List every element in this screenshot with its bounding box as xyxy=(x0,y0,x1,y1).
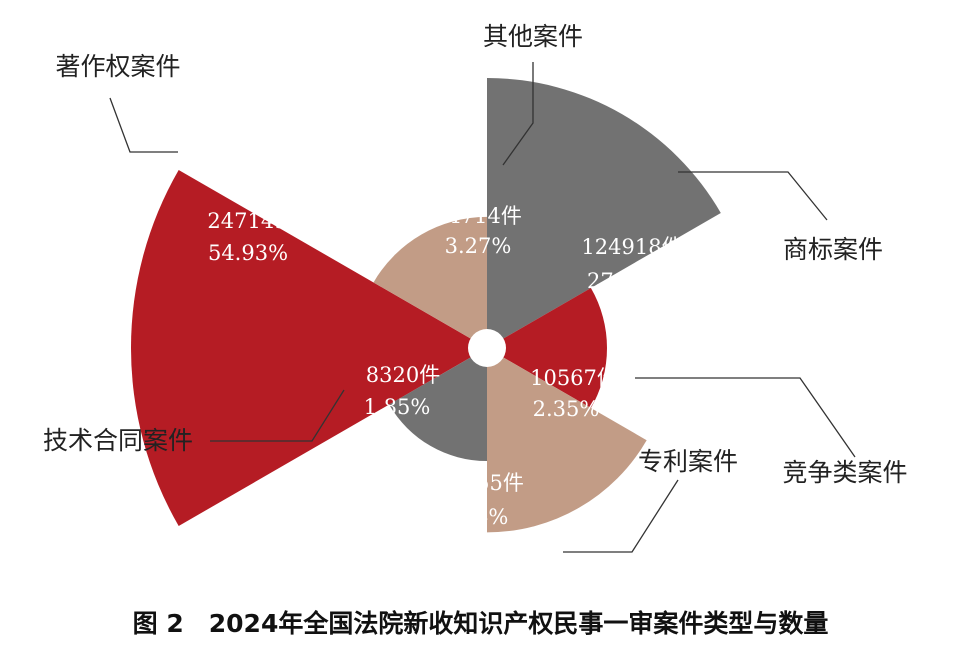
value-label-tech-contract: 8320件 xyxy=(366,363,440,387)
value-label-copyright: 247149件 xyxy=(207,209,308,233)
category-label-tech-contract: 技术合同案件 xyxy=(43,426,193,455)
category-label-other: 其他案件 xyxy=(483,22,583,51)
percent-label-tech-contract: 1.85% xyxy=(364,395,431,419)
sector-patent xyxy=(487,348,647,533)
value-label-trademark: 124918件 xyxy=(581,235,682,259)
figure-caption: 图 2 2024年全国法院新收知识产权民事一审案件类型与数量 xyxy=(132,609,829,638)
category-label-trademark: 商标案件 xyxy=(783,235,883,264)
leader-line-other xyxy=(502,62,534,166)
leader-line-tech-contract xyxy=(210,389,345,442)
category-label-copyright: 著作权案件 xyxy=(55,52,180,81)
center-hole xyxy=(468,329,506,367)
sector-other xyxy=(373,216,487,348)
percent-label-other: 3.27% xyxy=(445,234,512,258)
leader-line-competition xyxy=(635,377,856,458)
rose-chart: 著作权案件 其他案件 商标案件 竞争类案件 专利案件 技术合同案件 247149… xyxy=(43,22,908,553)
percent-label-copyright: 54.93% xyxy=(208,241,288,265)
category-label-competition: 竞争类案件 xyxy=(782,458,907,487)
value-label-competition: 10567件 xyxy=(530,366,618,390)
sector-tech-contract xyxy=(389,348,487,462)
percent-label-patent: 9.84% xyxy=(442,505,509,529)
leader-line-trademark xyxy=(678,171,828,221)
leader-line-copyright xyxy=(109,97,178,153)
percent-label-competition: 2.35% xyxy=(533,397,600,421)
value-label-other: 14714件 xyxy=(434,204,522,228)
sector-trademark xyxy=(487,78,721,348)
category-label-patent: 专利案件 xyxy=(638,447,738,476)
value-label-patent: 44255件 xyxy=(436,471,524,495)
percent-label-trademark: 27.76% xyxy=(587,269,667,293)
sector-competition xyxy=(487,288,607,408)
leader-line-patent xyxy=(563,479,679,553)
sector-copyright xyxy=(130,170,487,526)
